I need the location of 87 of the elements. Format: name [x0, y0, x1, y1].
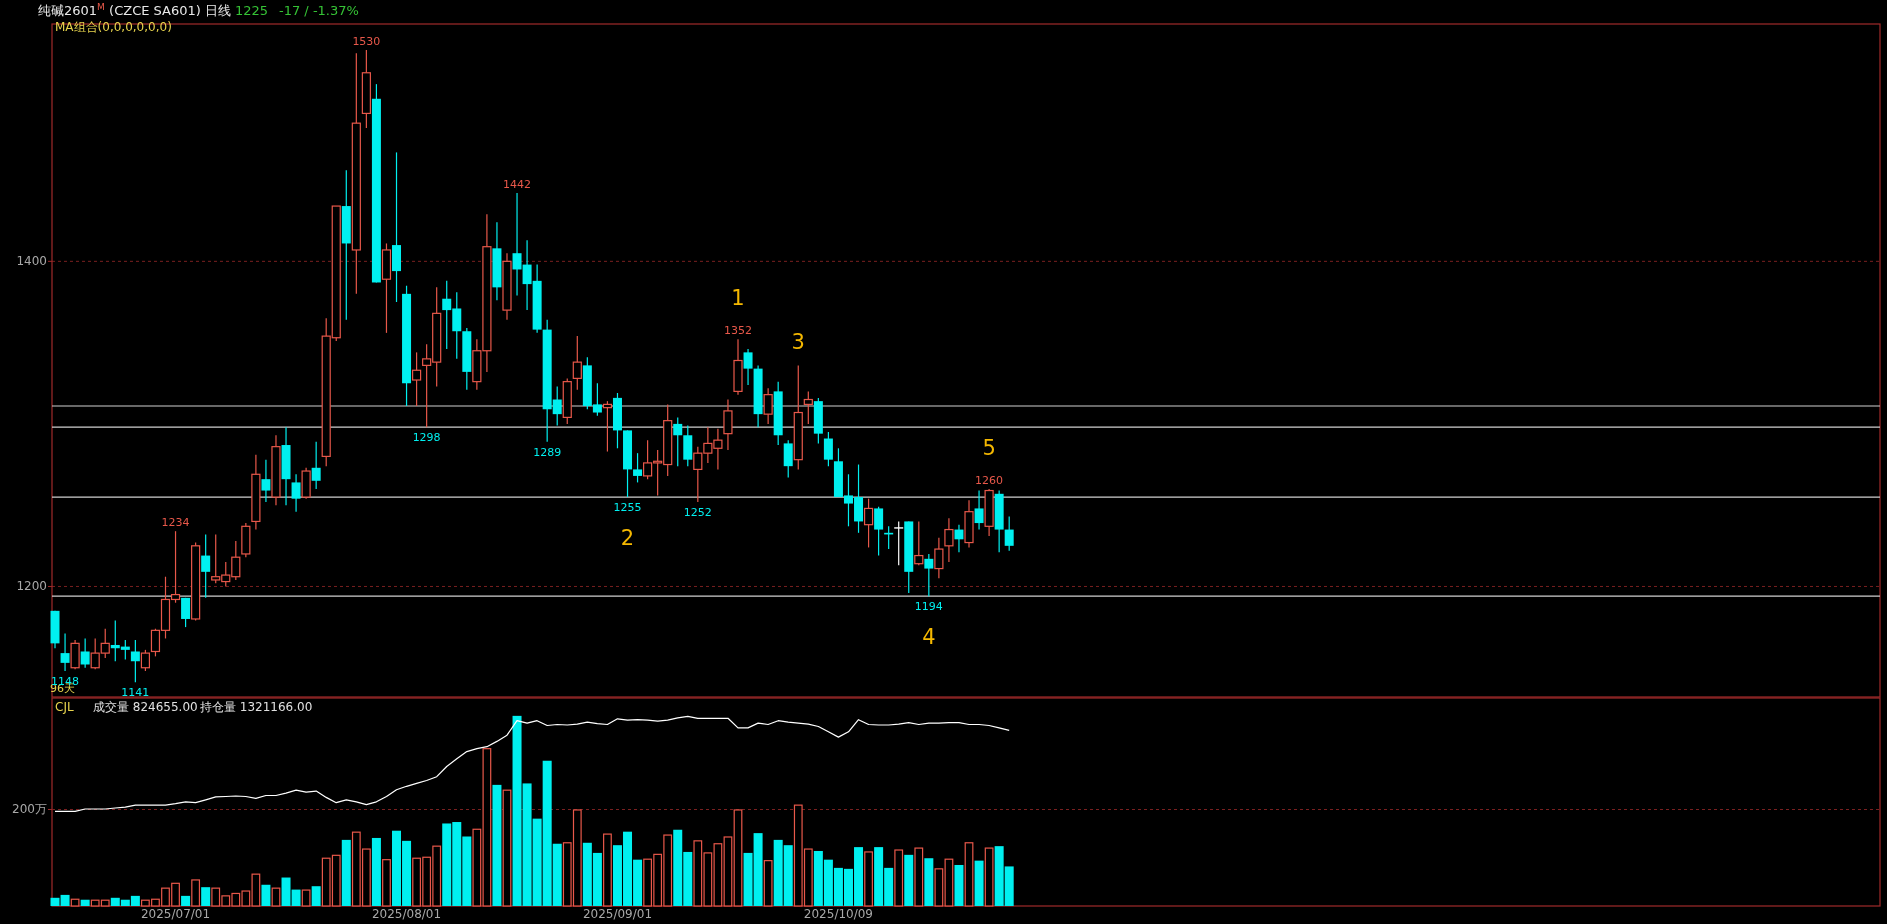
- y-tick-label: 1200: [16, 579, 47, 594]
- candlestick: [823, 431, 833, 467]
- annotation: 1298: [412, 431, 441, 445]
- bar: [181, 895, 191, 906]
- text: -17 / -1.37%: [279, 3, 359, 18]
- bar: [492, 784, 502, 906]
- bar: [864, 851, 873, 907]
- candlestick: [181, 597, 191, 628]
- bar: [974, 860, 984, 906]
- bar: [984, 847, 994, 907]
- bar: [70, 898, 80, 907]
- candlestick: [803, 390, 813, 425]
- annotation: 1255: [613, 501, 642, 515]
- y-tick-label: 1400: [16, 254, 47, 269]
- candlestick: [924, 553, 934, 597]
- annotation: 1: [731, 286, 745, 311]
- candlestick: [130, 639, 140, 683]
- bar: [382, 859, 391, 907]
- candlestick: [934, 537, 944, 579]
- x-tick-label: 2025/10/09: [803, 907, 874, 921]
- candlestick: [974, 489, 984, 531]
- candlestick: [602, 400, 613, 453]
- candlestick: [944, 517, 954, 563]
- bar: [502, 789, 512, 907]
- bar: [311, 886, 321, 906]
- candlestick: [291, 473, 301, 513]
- candlestick: [60, 633, 70, 672]
- chart-title: CJL: [55, 700, 74, 714]
- candlestick: [311, 441, 321, 490]
- bar: [603, 833, 612, 907]
- annotation: 成交量 824655.00: [93, 700, 198, 714]
- candlestick: [572, 335, 582, 391]
- bar: [894, 849, 904, 907]
- x-tick-label: 2025/07/01: [140, 907, 211, 921]
- candlestick: [914, 520, 924, 566]
- chart-title: 纯碱2601$^{M}$ (CZCE SA601) 日线: [38, 2, 231, 18]
- candlestick: [412, 351, 422, 407]
- candlestick: [763, 387, 773, 425]
- y-tick-label: 200万: [12, 802, 47, 817]
- bar: [954, 864, 964, 906]
- candlestick: [954, 524, 964, 553]
- x-tick-label: 2025/09/01: [582, 907, 653, 921]
- annotation: 1289: [533, 445, 562, 459]
- candlestick: [743, 348, 753, 386]
- annotation: 持仓量 1321166.00: [200, 700, 313, 714]
- bar: [371, 837, 381, 906]
- x-tick-label: 2025/08/01: [371, 907, 442, 921]
- annotation: 3: [791, 330, 805, 355]
- text: 1225: [235, 3, 269, 18]
- candlestick: [723, 398, 733, 451]
- candlestick: [863, 498, 874, 549]
- candlestick: [893, 520, 904, 566]
- bar: [261, 884, 271, 906]
- annotation: 5: [982, 435, 996, 460]
- candlestick: [874, 506, 884, 557]
- candlestick: [140, 649, 151, 672]
- bar: [201, 887, 211, 906]
- annotation: 1194: [914, 600, 943, 614]
- bar: [301, 889, 311, 907]
- bar: [733, 809, 743, 907]
- bar: [271, 887, 281, 907]
- candlestick: [1004, 515, 1014, 552]
- candlestick: [80, 637, 90, 669]
- annotation: 1252: [683, 505, 712, 519]
- annotation: 2: [620, 526, 635, 551]
- bar: [914, 847, 924, 907]
- bar: [904, 854, 914, 906]
- bar: [924, 858, 934, 906]
- bar: [723, 836, 733, 907]
- annotation: 1530: [352, 35, 381, 49]
- candlestick: [673, 416, 683, 467]
- candlestick: [261, 459, 271, 503]
- annotation: 1141: [121, 686, 150, 700]
- candlestick: [783, 439, 793, 479]
- annotation: 1234: [161, 516, 190, 530]
- bar: [80, 899, 90, 906]
- annotation: 1442: [503, 178, 532, 192]
- annotation: MA组合(0,0,0,0,0,0): [55, 20, 172, 34]
- annotation: 1260: [975, 473, 1004, 487]
- bar: [964, 842, 974, 907]
- bar: [763, 860, 773, 907]
- annotation: 4: [922, 625, 936, 650]
- annotation: 1352: [724, 324, 752, 338]
- bar: [191, 879, 201, 907]
- bar: [341, 839, 351, 906]
- candlestick: [201, 533, 211, 599]
- candlestick: [633, 452, 643, 484]
